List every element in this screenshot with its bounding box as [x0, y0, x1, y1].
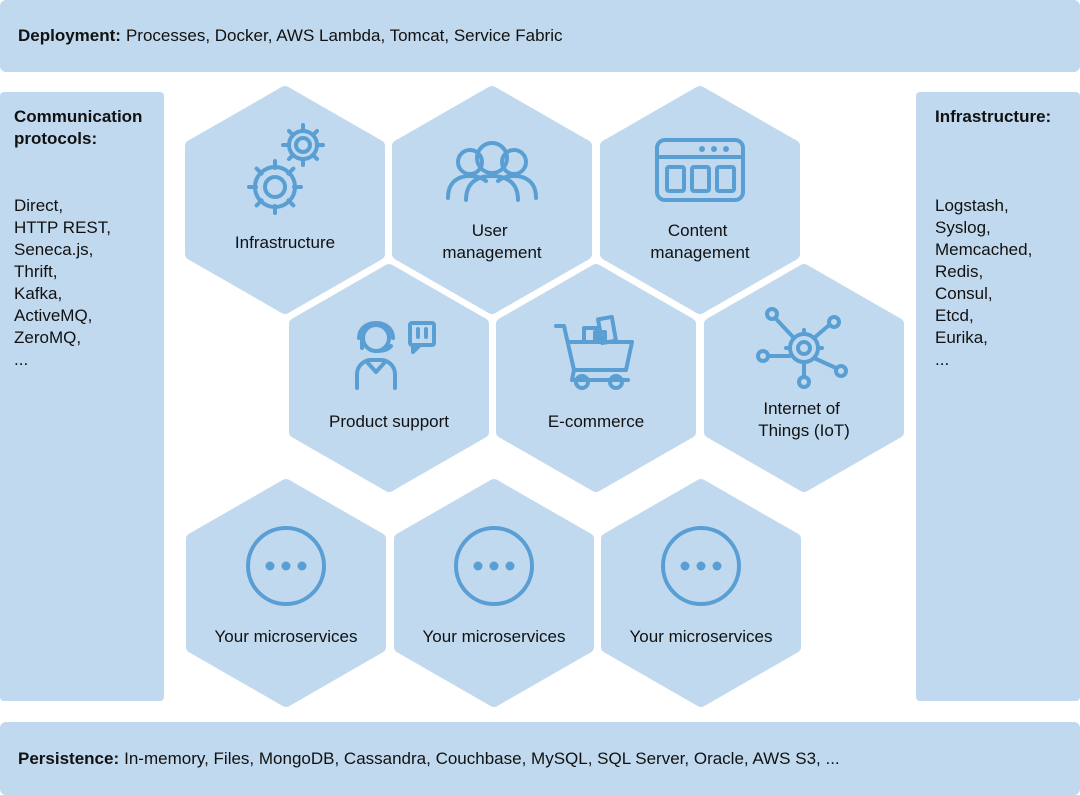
hex-user-management: User management — [392, 86, 592, 314]
infrastructure-title: Infrastructure: — [935, 107, 1052, 126]
list-item: Direct, — [14, 196, 64, 215]
hex-label-line: Internet of — [763, 399, 840, 418]
list-item: Logstash, — [935, 196, 1009, 215]
more-icon — [661, 526, 741, 606]
hex-label: Infrastructure — [235, 233, 335, 252]
list-item: Seneca.js, — [14, 240, 94, 259]
communication-title-line: protocols: — [14, 129, 98, 148]
more-icon — [246, 526, 326, 606]
list-item: ... — [935, 350, 950, 369]
list-item: ... — [14, 350, 29, 369]
hex-your-microservices: Your microservices — [186, 479, 386, 707]
hex-content-management: Content management — [600, 86, 800, 314]
iot-network-icon — [756, 307, 848, 389]
hexagon-shape — [394, 479, 594, 707]
list-item: Eurika, — [935, 328, 988, 347]
communication-list: Direct, HTTP REST, Seneca.js, Thrift, Ka… — [14, 195, 164, 371]
hexagon-shape — [392, 86, 592, 314]
hex-e-commerce: E-commerce — [496, 264, 696, 492]
hex-label-line: Content — [668, 221, 728, 240]
list-item: Redis, — [935, 262, 984, 281]
hex-label-line: Your microservices — [215, 627, 358, 646]
hex-product-support: Product support — [289, 264, 489, 492]
hex-label: Your microservices — [630, 627, 773, 646]
hex-label: Your microservices — [215, 627, 358, 646]
hex-label: User management — [442, 221, 542, 262]
infrastructure-list: Logstash, Syslog, Memcached, Redis, Cons… — [935, 195, 1080, 371]
list-item: ActiveMQ, — [14, 306, 93, 325]
deployment-label: Deployment: — [18, 26, 121, 45]
hex-your-microservices: Your microservices — [394, 479, 594, 707]
shopping-cart-icon — [554, 314, 634, 390]
support-agent-icon — [355, 321, 436, 390]
persistence-label: Persistence: — [18, 748, 120, 768]
hex-label: Internet of Things (IoT) — [758, 399, 850, 440]
communication-protocols-panel: Communication protocols: Direct, HTTP RE… — [0, 92, 164, 701]
hex-internet-of-things: Internet of Things (IoT) — [704, 264, 904, 492]
deployment-band: Deployment: Processes, Docker, AWS Lambd… — [0, 0, 1080, 72]
hexagon-shape — [289, 264, 489, 492]
hex-infrastructure: Infrastructure — [185, 86, 385, 314]
communication-title-line: Communication — [14, 107, 143, 126]
communication-title: Communication protocols: — [14, 106, 142, 150]
list-item: Syslog, — [935, 218, 991, 237]
hexagon-shape — [186, 479, 386, 707]
list-item: Memcached, — [935, 240, 1033, 259]
list-item: Etcd, — [935, 306, 974, 325]
browser-window-icon — [655, 138, 745, 202]
hex-label-line: E-commerce — [548, 412, 644, 431]
list-item: Consul, — [935, 284, 993, 303]
persistence-text: In-memory, Files, MongoDB, Cassandra, Co… — [124, 748, 840, 768]
hex-label-line: Infrastructure — [235, 233, 335, 252]
hex-your-microservices: Your microservices — [601, 479, 801, 707]
hexagon-shape — [601, 479, 801, 707]
list-item: Kafka, — [14, 284, 63, 303]
hex-label: Content management — [650, 221, 750, 262]
hex-label: E-commerce — [548, 412, 644, 431]
hexagon-shape — [185, 86, 385, 314]
hex-label-line: User — [472, 221, 508, 240]
list-item: Thrift, — [14, 262, 58, 281]
list-item: ZeroMQ, — [14, 328, 82, 347]
gears-icon — [247, 123, 325, 215]
deployment-text: Processes, Docker, AWS Lambda, Tomcat, S… — [125, 26, 563, 45]
hex-label-line: Your microservices — [423, 627, 566, 646]
users-icon — [446, 141, 538, 202]
hex-label-line: Product support — [329, 412, 449, 431]
hex-label: Product support — [329, 412, 449, 431]
list-item: HTTP REST, — [14, 218, 111, 237]
hex-label: Your microservices — [423, 627, 566, 646]
hex-label-line: management — [650, 243, 750, 262]
hex-label-line: Things (IoT) — [758, 421, 850, 440]
infrastructure-panel: Infrastructure: Logstash, Syslog, Memcac… — [916, 92, 1080, 701]
hex-label-line: Your microservices — [630, 627, 773, 646]
hex-label-line: management — [442, 243, 542, 262]
more-icon — [454, 526, 534, 606]
persistence-band: Persistence: In-memory, Files, MongoDB, … — [0, 722, 1080, 795]
